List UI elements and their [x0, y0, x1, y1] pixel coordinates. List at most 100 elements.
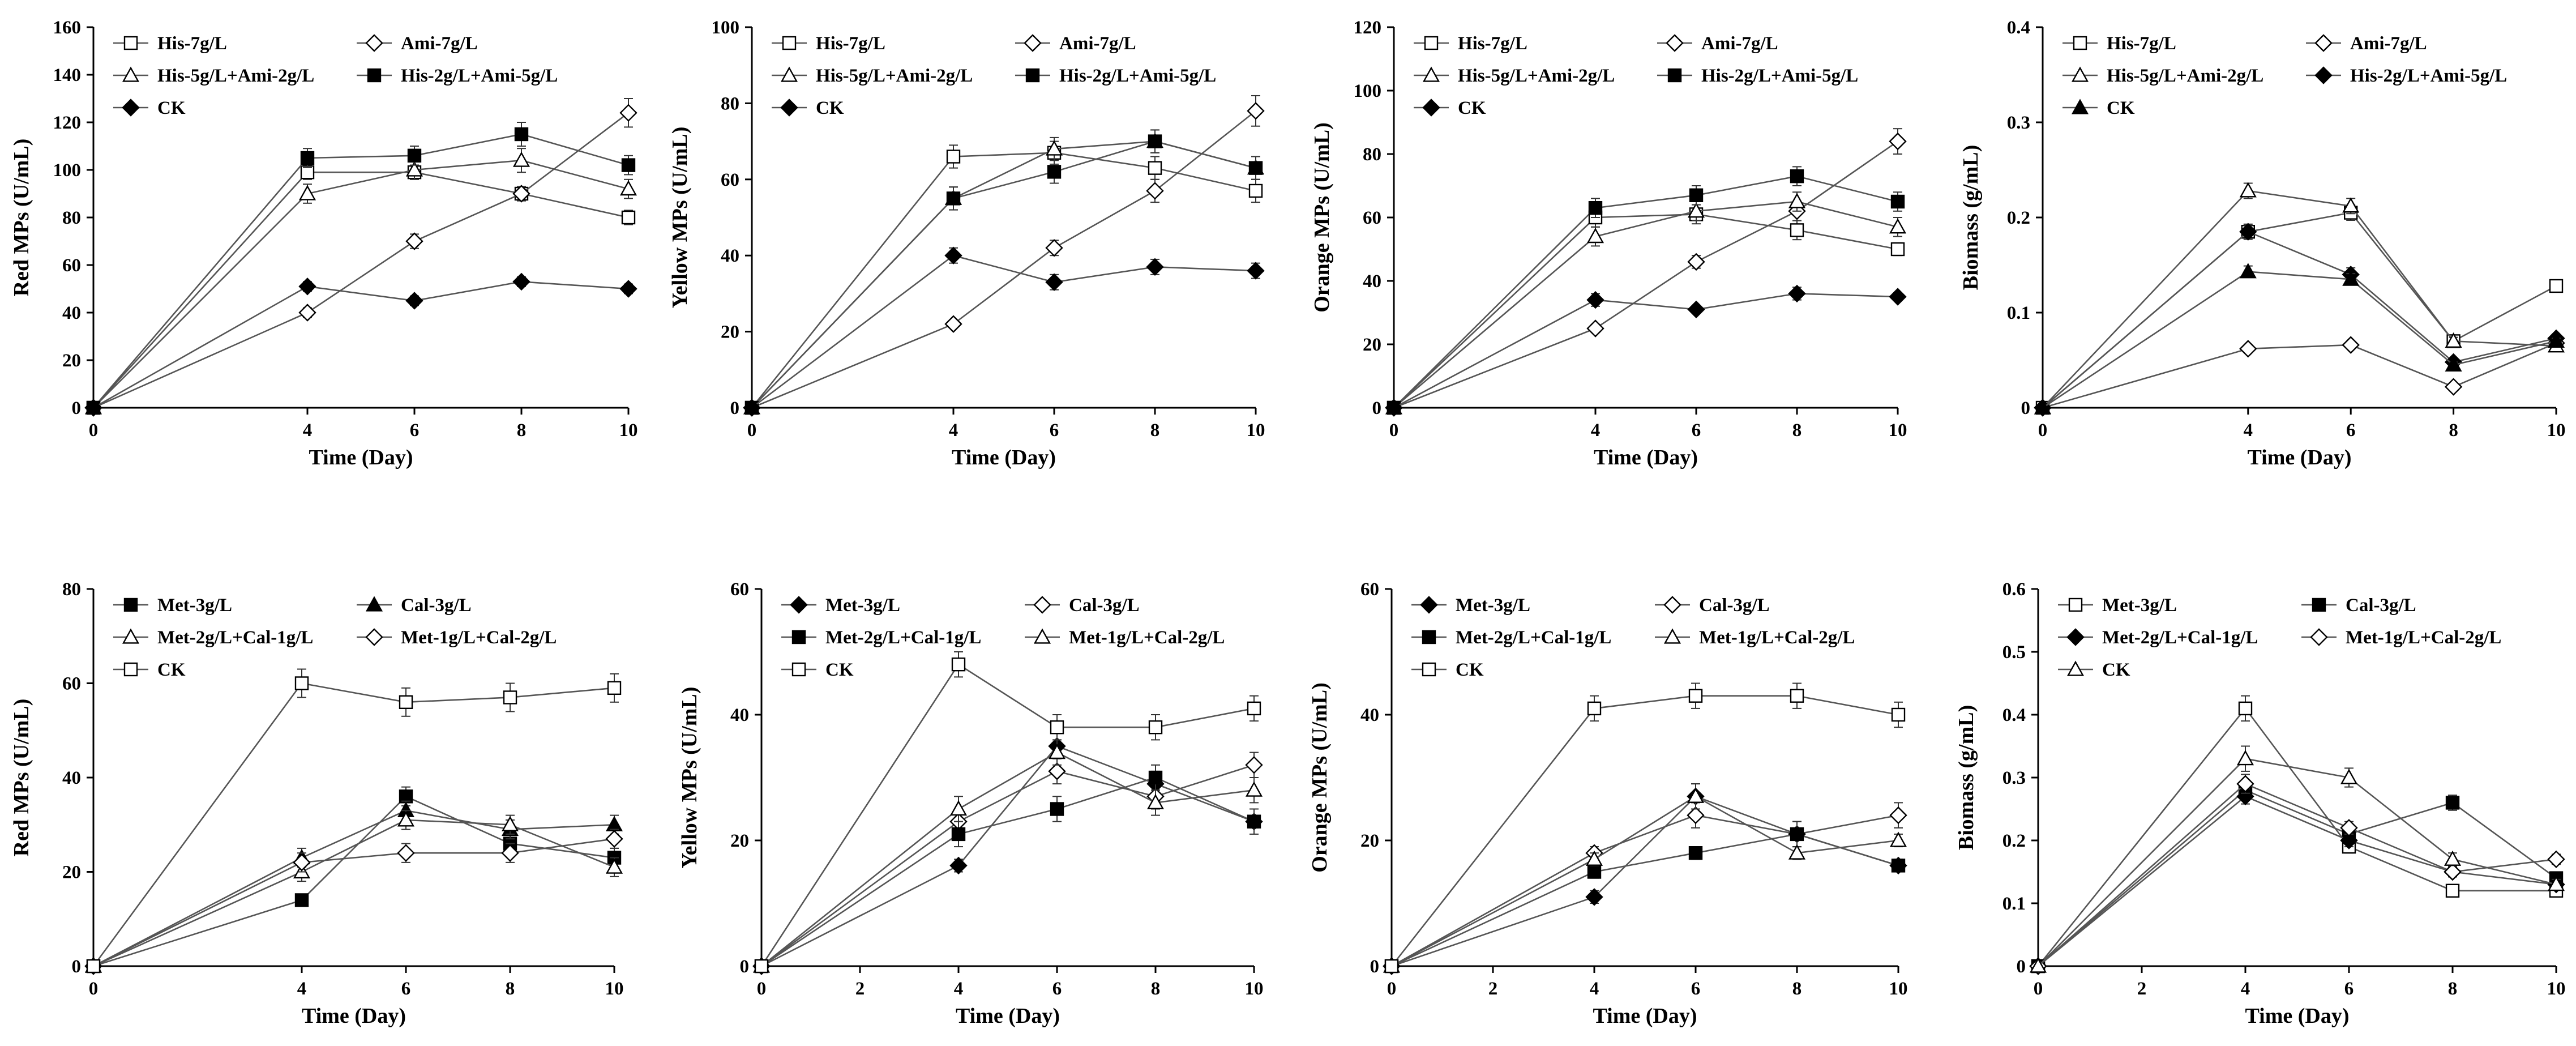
data-point [1688, 689, 1703, 703]
data-point [1048, 744, 1066, 759]
y-tick-label: 20 [62, 863, 81, 883]
x-tick-label: 0 [2034, 979, 2043, 999]
y-tick-label: 0 [1370, 957, 1380, 977]
series-3 [1384, 821, 1906, 974]
y-tick-label: 20 [1360, 831, 1379, 851]
x-tick-label: 0 [1387, 979, 1397, 999]
data-point [605, 816, 623, 831]
legend-item: Met-1g/L+Cal-2g/L [2301, 627, 2501, 648]
legend-label: His-5g/L+Ami-2g/L [1458, 66, 1615, 86]
data-point [1889, 831, 1907, 847]
data-point [949, 800, 968, 816]
legend-marker [2066, 628, 2085, 646]
legend-marker [122, 628, 140, 644]
data-point [2340, 769, 2358, 784]
chart-panel-5: 0 20 40 60 80 0 4 6 8 10 Time (Day) Red MPs (U/mL) M… [10, 579, 624, 1028]
y-tick-label: 100 [712, 18, 740, 38]
x-tick-label: 2 [2137, 979, 2147, 999]
series-1 [1387, 204, 1905, 415]
x-tick-label: 8 [1792, 420, 1802, 441]
legend-label: CK [2102, 660, 2130, 680]
data-point [512, 185, 530, 203]
legend-item: Met-1g/L+Cal-2g/L [1655, 627, 1855, 648]
chart-panel-2: 0 20 40 60 80 100 0 4 6 8 10 Time (Day) Yellow MPs (… [668, 18, 1265, 469]
data-point [1687, 253, 1705, 271]
x-tick-label: 10 [619, 420, 638, 441]
y-tick-label: 40 [721, 246, 739, 266]
x-tick-label: 10 [1247, 420, 1265, 441]
data-point [1788, 284, 1806, 303]
series-2 [743, 95, 1265, 417]
data-point [1148, 161, 1162, 175]
y-tick-label: 20 [1363, 335, 1381, 355]
series-line [2038, 789, 2557, 967]
legend-marker [123, 662, 138, 677]
x-axis-title: Time (Day) [1594, 446, 1698, 469]
x-tick-label: 10 [2547, 979, 2566, 999]
legend: His-7g/L Ami-7g/L His-5g/L+Ami-2g/L His-2g/… [772, 33, 1216, 118]
x-tick-label: 0 [89, 979, 99, 999]
data-point [2547, 876, 2565, 891]
y-tick-label: 0 [740, 957, 750, 977]
data-point [86, 959, 101, 974]
y-axis-title: Red MPs (U/mL) [10, 139, 33, 297]
x-tick-label: 6 [2346, 420, 2356, 441]
data-point [1045, 140, 1063, 156]
series-5 [754, 651, 1261, 974]
data-point [2549, 279, 2564, 293]
series-4 [1387, 166, 1905, 415]
y-axis-title: Red MPs (U/mL) [10, 699, 33, 857]
legend-item: CK [781, 660, 854, 680]
legend-label: Met-2g/L+Cal-1g/L [825, 627, 981, 648]
legend-item: Ami-7g/L [1015, 33, 1136, 54]
y-tick-label: 40 [62, 768, 81, 788]
legend-item: His-7g/L [113, 33, 227, 54]
data-point [298, 304, 316, 322]
data-point [405, 232, 423, 250]
x-tick-label: 4 [2244, 420, 2253, 441]
x-axis-title: Time (Day) [952, 446, 1056, 469]
legend-marker [367, 68, 382, 83]
y-tick-label: 80 [62, 208, 81, 228]
legend-item: His-7g/L [772, 33, 885, 54]
y-tick-label: 0.4 [2007, 18, 2030, 38]
legend-label: His-5g/L+Ami-2g/L [157, 66, 314, 86]
legend-label: CK [1458, 98, 1486, 118]
x-tick-label: 0 [1389, 420, 1399, 441]
data-point [1050, 720, 1064, 735]
y-tick-label: 80 [1363, 144, 1381, 165]
series-line [761, 752, 1255, 967]
series-line [92, 682, 615, 967]
legend-label: Met-1g/L+Cal-2g/L [1069, 627, 1225, 648]
y-tick-label: 0 [2017, 957, 2026, 977]
legend-item: His-5g/L+Ami-2g/L [772, 66, 973, 86]
legend-label: Ami-7g/L [2350, 33, 2427, 54]
series-line [2038, 758, 2557, 967]
y-tick-label: 0.2 [2007, 208, 2030, 228]
data-point [2342, 270, 2360, 286]
legend-label: His-7g/L [157, 33, 227, 54]
legend-label: Met-1g/L+Cal-2g/L [2346, 627, 2501, 648]
data-point [951, 827, 966, 842]
data-point [1889, 288, 1907, 306]
series-2 [84, 98, 637, 417]
x-tick-label: 8 [1792, 979, 1802, 999]
x-tick-label: 0 [2038, 420, 2048, 441]
legend-marker [2314, 66, 2333, 84]
legend-marker [2312, 597, 2326, 612]
legend-marker [791, 662, 806, 677]
series-3 [2034, 182, 2565, 415]
data-point [300, 151, 315, 165]
legend-item: His-7g/L [2062, 33, 2176, 54]
data-point [1891, 859, 1906, 873]
data-point [1889, 806, 1907, 825]
x-tick-label: 4 [1590, 979, 1599, 999]
series-line [760, 663, 1255, 967]
series-5 [2029, 745, 2565, 973]
data-point [1889, 132, 1907, 151]
x-tick-label: 4 [297, 979, 307, 999]
legend-label: Met-3g/L [825, 595, 900, 616]
legend-item: Met-2g/L+Cal-1g/L [113, 627, 313, 648]
series-line [751, 110, 1256, 409]
x-tick-label: 8 [2449, 420, 2458, 441]
